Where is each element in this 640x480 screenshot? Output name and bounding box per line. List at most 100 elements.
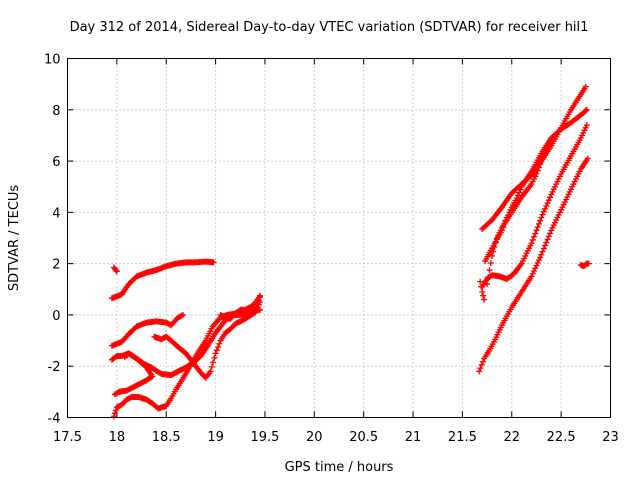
series-arc-3 <box>108 311 187 349</box>
x-tick-label: 20 <box>306 430 323 445</box>
data-point <box>478 283 485 290</box>
y-tick-label: 2 <box>52 258 60 273</box>
series-arc-15 <box>577 260 592 270</box>
data-point <box>478 361 485 368</box>
y-tick-label: 8 <box>52 104 60 119</box>
y-tick-label: 10 <box>44 53 61 68</box>
y-tick-label: -4 <box>48 412 61 427</box>
data-point <box>479 288 486 295</box>
series-arc-13 <box>476 155 591 375</box>
data-point <box>257 292 264 299</box>
data-point <box>548 136 555 143</box>
series-arc-7 <box>111 350 156 398</box>
data-point <box>528 240 535 247</box>
data-point <box>542 242 549 249</box>
data-point <box>535 220 542 227</box>
chart-title: Day 312 of 2014, Sidereal Day-to-day VTE… <box>70 20 589 35</box>
y-tick-label: -2 <box>48 360 61 375</box>
series-arc-14 <box>477 278 488 303</box>
data-point <box>530 268 537 275</box>
data-point <box>485 274 492 281</box>
data-point <box>585 260 592 267</box>
y-tick-label: 6 <box>52 155 60 170</box>
data-point <box>532 230 539 237</box>
data-point <box>481 296 488 303</box>
x-tick-label: 18 <box>109 430 126 445</box>
data-point <box>207 368 214 375</box>
data-point <box>584 155 591 162</box>
y-tick-label: 0 <box>52 309 60 324</box>
data-point <box>215 343 222 350</box>
data-point <box>537 161 544 168</box>
data-point <box>211 354 218 361</box>
data-series <box>108 83 592 420</box>
y-tick-label: 4 <box>52 206 60 221</box>
data-point <box>544 236 551 243</box>
x-axis-label: GPS time / hours <box>285 460 394 475</box>
data-point <box>543 202 550 209</box>
y-axis-label: SDTVAR / TECUs <box>7 185 22 292</box>
data-point <box>582 83 589 90</box>
data-point <box>486 267 493 274</box>
data-point <box>533 262 540 269</box>
data-point <box>477 278 484 285</box>
data-point <box>516 189 523 196</box>
x-tick-label: 20.5 <box>349 430 378 445</box>
data-point <box>583 106 590 113</box>
x-tick-label: 22 <box>503 430 520 445</box>
data-point <box>528 273 535 280</box>
data-point <box>517 186 524 193</box>
data-point <box>535 257 542 264</box>
data-point <box>537 217 544 224</box>
data-point <box>110 413 117 420</box>
data-point <box>208 363 215 370</box>
data-point <box>250 310 257 317</box>
data-point <box>538 214 545 221</box>
data-point <box>484 281 491 288</box>
data-point <box>490 248 497 255</box>
data-point <box>532 265 539 272</box>
data-point <box>111 391 118 398</box>
x-tick-label: 22.5 <box>547 430 576 445</box>
data-point <box>547 139 554 146</box>
data-point <box>540 208 547 215</box>
x-tick-label: 21.5 <box>448 430 477 445</box>
series-arc-1 <box>110 264 120 275</box>
data-point <box>477 365 484 372</box>
series-arc-11 <box>479 122 590 290</box>
data-point <box>212 350 219 357</box>
data-point <box>491 243 498 250</box>
data-point <box>547 230 554 237</box>
data-point <box>216 340 223 347</box>
data-point <box>213 347 220 354</box>
data-point <box>545 233 552 240</box>
data-point <box>489 252 496 259</box>
data-point <box>112 267 119 274</box>
x-tick-label: 17.5 <box>53 430 82 445</box>
data-point <box>533 170 540 177</box>
series-arc-12 <box>484 136 555 288</box>
data-point <box>487 260 494 267</box>
series-arc-2 <box>108 258 217 302</box>
data-point <box>492 239 499 246</box>
data-point <box>210 359 217 366</box>
data-point <box>535 164 542 171</box>
data-point <box>540 245 547 252</box>
data-point <box>113 390 120 397</box>
x-tick-label: 21 <box>405 430 422 445</box>
x-tick-label: 18.5 <box>152 430 181 445</box>
x-tick-label: 19.5 <box>250 430 279 445</box>
data-point <box>545 197 552 204</box>
data-point <box>529 236 536 243</box>
data-point <box>479 358 486 365</box>
data-point <box>113 268 120 275</box>
data-point <box>538 251 545 258</box>
data-point <box>547 194 554 201</box>
data-point <box>210 259 217 266</box>
x-tick-labels: 17.5 18 18.5 19 19.5 20 20.5 21 21.5 22 22.5 23 <box>53 430 619 445</box>
data-point <box>544 200 551 207</box>
data-point <box>543 147 550 154</box>
series-arc-6 <box>151 299 264 381</box>
